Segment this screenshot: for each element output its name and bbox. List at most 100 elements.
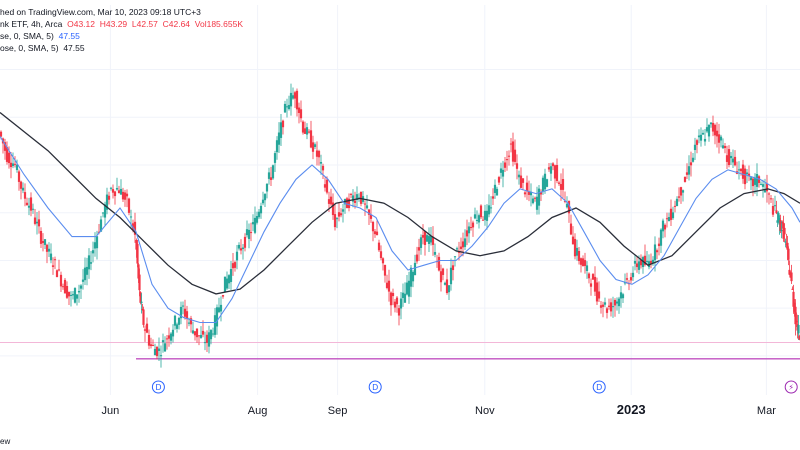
candle-body xyxy=(643,255,647,265)
candle-body xyxy=(189,318,193,325)
candle-body xyxy=(37,219,41,227)
footer-watermark: ew xyxy=(0,437,11,446)
candle-body xyxy=(181,305,185,307)
candle-body xyxy=(405,282,409,295)
candle-body xyxy=(169,333,173,341)
candle-body xyxy=(79,285,83,289)
candle-body xyxy=(23,192,27,199)
candle-body xyxy=(581,258,585,267)
candle-body xyxy=(163,343,167,352)
candle-body xyxy=(519,175,523,188)
candle-body xyxy=(663,224,667,230)
candle-body xyxy=(349,193,353,195)
close-value: C42.64 xyxy=(162,19,191,29)
candle-body xyxy=(341,209,345,212)
candle-body xyxy=(69,294,73,296)
fast-ma-line xyxy=(0,136,800,324)
candle-body xyxy=(483,210,487,220)
candle-body xyxy=(159,355,163,357)
candle-body xyxy=(493,184,497,193)
candle-body xyxy=(559,184,563,190)
candle-body xyxy=(445,279,449,294)
candle-body xyxy=(165,338,169,340)
candle-body xyxy=(43,239,47,245)
candle-body xyxy=(107,195,111,200)
candle-body xyxy=(203,342,207,344)
candle-body xyxy=(701,132,705,135)
candle-body xyxy=(677,196,681,198)
indicator-1-label: se, 0, SMA, 5) xyxy=(0,31,54,41)
candle-body xyxy=(289,92,293,107)
candle-body xyxy=(403,293,407,303)
candle-body xyxy=(593,276,597,292)
candle-body xyxy=(27,205,31,208)
candle-body xyxy=(415,254,419,262)
candle-body xyxy=(337,212,341,217)
candle-body xyxy=(140,301,143,303)
candle-body xyxy=(523,192,527,195)
candle-body xyxy=(155,346,159,357)
candle-body xyxy=(321,165,325,171)
candle-body xyxy=(787,248,790,260)
candle-body xyxy=(39,230,43,244)
candle-body xyxy=(753,178,757,185)
x-tick-label: 2023 xyxy=(617,402,646,417)
candle-body xyxy=(213,315,217,335)
candle-body xyxy=(703,138,707,142)
x-tick-label: Nov xyxy=(475,405,495,417)
candle-body xyxy=(209,330,213,340)
candle-body xyxy=(761,184,765,187)
candle-body xyxy=(469,227,473,229)
candle-body xyxy=(449,267,453,285)
candle-body xyxy=(757,176,761,183)
candle-body xyxy=(295,90,299,110)
candle-body xyxy=(255,216,259,223)
candle-body xyxy=(265,183,269,192)
candle-body xyxy=(423,231,427,245)
candle-body xyxy=(617,298,621,307)
candle-body xyxy=(369,214,373,219)
candle-body xyxy=(103,204,107,218)
candle-body xyxy=(67,291,71,297)
candle-body xyxy=(553,165,557,179)
candle-body xyxy=(139,292,142,303)
candle-body xyxy=(221,295,225,297)
candle-body xyxy=(798,336,800,340)
published-text: hed on TradingView.com, Mar 10, 2023 09:… xyxy=(0,7,201,17)
candle-body xyxy=(517,174,521,178)
candle-body xyxy=(587,273,591,279)
candle-body xyxy=(109,187,113,189)
candle-body xyxy=(399,298,403,309)
candle-body xyxy=(123,192,127,200)
candle-body xyxy=(511,141,515,162)
candle-body xyxy=(271,165,275,179)
candle-body xyxy=(375,231,379,236)
candle-body xyxy=(441,268,445,275)
candle-body xyxy=(51,265,55,267)
candle-body xyxy=(179,306,183,319)
candle-body xyxy=(475,219,479,221)
candle-body xyxy=(275,140,279,153)
candle-body xyxy=(3,142,7,151)
candle-body xyxy=(605,308,609,313)
candle-body xyxy=(185,311,189,319)
candle-body xyxy=(161,340,165,343)
candle-body xyxy=(145,323,149,333)
candle-body xyxy=(147,335,151,346)
candle-body xyxy=(659,229,663,246)
candle-body xyxy=(223,276,227,293)
candle-body xyxy=(9,162,13,168)
candle-body xyxy=(227,275,231,284)
candle-body xyxy=(443,282,447,285)
candle-body xyxy=(711,122,715,132)
candle-body xyxy=(313,144,317,147)
indicator-1-value: 47.55 xyxy=(58,31,80,41)
candle-body xyxy=(136,243,139,264)
candle-body xyxy=(61,286,65,288)
candle-body xyxy=(561,179,565,190)
candle-body xyxy=(471,222,475,228)
candle-body xyxy=(138,274,141,291)
candle-body xyxy=(729,155,733,159)
candle-body xyxy=(175,324,179,329)
